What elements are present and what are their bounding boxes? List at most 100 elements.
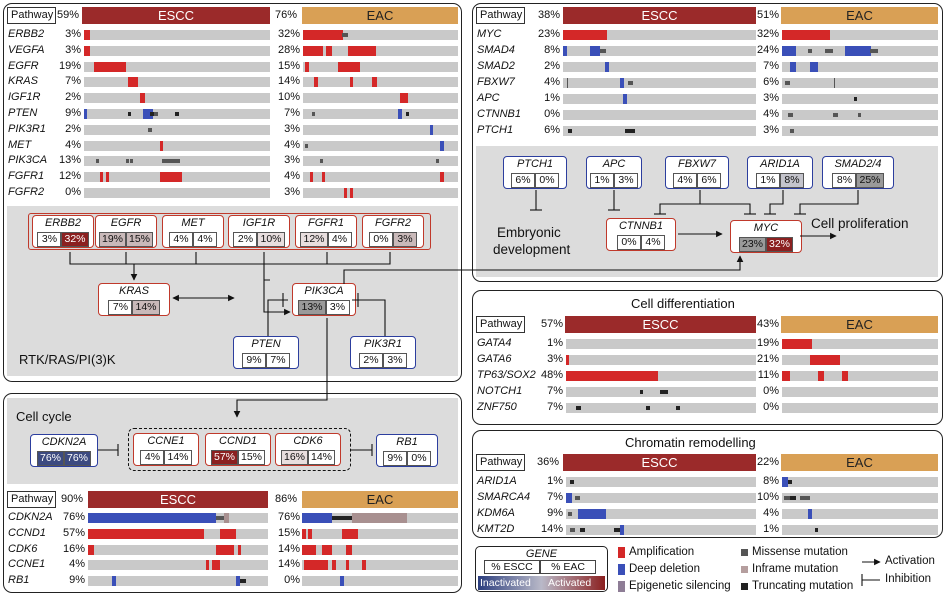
alteration-mark xyxy=(322,172,325,183)
escc-pct: 1% xyxy=(544,92,560,104)
node-eac-pct: 3% xyxy=(614,173,638,188)
legend-del-swatch xyxy=(618,564,625,575)
legend-pct-escc: % ESCC xyxy=(484,560,540,574)
alteration-mark xyxy=(620,525,624,535)
cycle-title: Cell cycle xyxy=(16,409,72,424)
eac-pct: 7% xyxy=(284,107,300,119)
alteration-mark xyxy=(342,528,358,539)
escc-pct: 3% xyxy=(65,28,81,40)
escc-pct: 3% xyxy=(547,353,563,365)
escc-pct: 48% xyxy=(540,369,563,381)
eac-track xyxy=(782,94,938,104)
escc-track xyxy=(84,45,270,56)
eac-pct: 19% xyxy=(756,337,779,349)
gene-name: CCNE1 xyxy=(8,558,46,571)
node-gene-name: CDK6 xyxy=(293,435,323,447)
node-eac-pct: 32% xyxy=(766,237,794,252)
alteration-mark xyxy=(563,30,607,40)
cycle-pathway-label: Pathway xyxy=(7,491,56,508)
eac-pct: 28% xyxy=(277,43,300,56)
legend-activation-text: Activation xyxy=(885,555,935,567)
escc-track xyxy=(566,525,756,535)
escc-pct: 19% xyxy=(58,59,81,72)
node-gene-name: CCND1 xyxy=(219,435,257,447)
alteration-mark xyxy=(870,49,878,53)
gene-name: PIK3R1 xyxy=(8,122,46,135)
cycle-node-ccnd1: CCND1 57% 15% xyxy=(205,433,271,466)
legend-inhibition-text: Inhibition xyxy=(885,573,932,585)
node-eac-pct: 3% xyxy=(393,232,417,247)
escc-pct: 8% xyxy=(544,44,560,56)
escc-track xyxy=(88,560,268,571)
node-values: 9% 7% xyxy=(234,353,298,368)
eac-pct: 3% xyxy=(284,154,300,167)
alteration-mark xyxy=(578,509,606,519)
escc-track xyxy=(84,77,270,88)
alteration-mark xyxy=(398,109,402,119)
node-eac-pct: 14% xyxy=(132,300,160,315)
gene-name: ERBB2 xyxy=(8,28,45,40)
alteration-mark xyxy=(833,113,838,117)
escc-pct: 1% xyxy=(547,337,563,349)
alteration-mark xyxy=(566,371,658,381)
node-gene-name: PIK3CA xyxy=(304,285,344,297)
eac-pct: 4% xyxy=(284,138,300,151)
legend-amp-text: Amplification xyxy=(629,546,695,558)
escc-track xyxy=(84,30,270,40)
myc-node-myc: MYC 23% 32% xyxy=(730,220,802,253)
alteration-mark xyxy=(825,49,833,53)
gene-name: ARID1A xyxy=(477,475,517,487)
alteration-mark xyxy=(303,45,323,56)
chrom-title: Chromatin remodelling xyxy=(625,435,756,450)
escc-pct: 7% xyxy=(65,75,81,88)
gene-name: MYC xyxy=(477,28,502,40)
escc-pct: 0% xyxy=(65,186,81,198)
myc-node-arid1a: ARID1A 1% 8% xyxy=(747,156,813,189)
node-eac-pct: 14% xyxy=(308,450,336,465)
gene-name: SMAD2 xyxy=(477,60,515,72)
alteration-mark xyxy=(800,496,810,500)
escc-pct: 0% xyxy=(544,108,560,120)
escc-track xyxy=(563,126,756,136)
alteration-mark xyxy=(790,129,794,133)
alteration-mark xyxy=(590,46,600,56)
node-gene-name: EGFR xyxy=(110,217,142,229)
alteration-mark xyxy=(600,49,606,53)
node-escc-pct: 6% xyxy=(511,173,535,188)
eac-track xyxy=(302,528,458,539)
alteration-mark xyxy=(854,97,857,101)
node-values: 4% 6% xyxy=(666,173,728,188)
eac-pct: 24% xyxy=(756,44,779,56)
rtk-node-pik3r1: PIK3R1 2% 3% xyxy=(350,336,416,369)
alteration-mark xyxy=(100,172,103,183)
alteration-mark xyxy=(660,390,668,394)
alteration-mark xyxy=(605,62,609,72)
node-escc-pct: 76% xyxy=(36,451,64,466)
legend-gradient xyxy=(478,576,605,590)
rtk-eac-header: EAC xyxy=(302,7,458,24)
alteration-mark xyxy=(346,544,352,555)
alteration-mark xyxy=(810,62,818,72)
rtk-node-kras: KRAS 7% 14% xyxy=(98,283,170,316)
alteration-mark xyxy=(816,355,840,365)
eac-track xyxy=(303,140,458,151)
alteration-mark xyxy=(160,140,163,151)
alteration-mark xyxy=(568,129,572,133)
escc-pct: 4% xyxy=(65,138,81,151)
cycle-escc-header: ESCC xyxy=(88,491,268,508)
escc-track xyxy=(566,371,756,381)
eac-pct: 0% xyxy=(763,385,779,397)
eac-track xyxy=(302,544,458,555)
alteration-mark xyxy=(834,78,835,88)
eac-track xyxy=(782,126,938,136)
node-escc-pct: 13% xyxy=(298,300,326,315)
alteration-mark xyxy=(128,77,138,88)
cycle-eac-pct: 86% xyxy=(275,493,298,505)
node-gene-name: PTCH1 xyxy=(516,158,554,170)
alteration-mark xyxy=(858,113,861,117)
escc-track xyxy=(88,576,268,587)
eac-track xyxy=(782,355,938,365)
alteration-mark xyxy=(845,46,871,56)
eac-pct: 32% xyxy=(756,28,779,40)
